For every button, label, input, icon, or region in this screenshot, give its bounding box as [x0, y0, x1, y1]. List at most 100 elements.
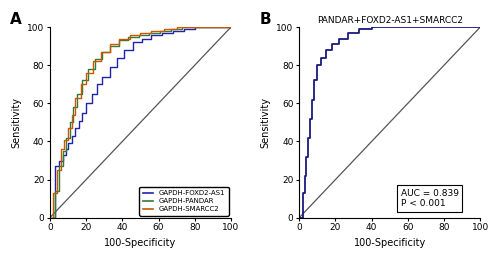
GAPDH-SMARCC2: [98, 50, 103, 53]
GAPDH-SMARCC2: [126, 33, 132, 36]
GAPDH-SMARCC2: [161, 27, 167, 31]
GAPDH-SMARCC2: [83, 83, 89, 86]
GAPDH-SMARCC2: [83, 71, 89, 74]
GAPDH-PANDAR: [124, 35, 130, 38]
GAPDH-PANDAR: [190, 26, 196, 29]
GAPDH-PANDAR: [47, 216, 53, 219]
GAPDH-SMARCC2: [78, 83, 84, 86]
X-axis label: 100-Specificity: 100-Specificity: [104, 238, 176, 248]
GAPDH-PANDAR: [74, 106, 80, 109]
GAPDH-FOXD2-AS1: [47, 216, 53, 219]
GAPDH-SMARCC2: [58, 169, 64, 172]
GAPDH-FOXD2-AS1: [83, 102, 89, 105]
GAPDH-PANDAR: [56, 190, 62, 193]
GAPDH-SMARCC2: [78, 96, 84, 99]
GAPDH-PANDAR: [146, 31, 152, 34]
GAPDH-PANDAR: [70, 106, 76, 109]
GAPDH-SMARCC2: [47, 216, 53, 219]
GAPDH-PANDAR: [74, 92, 80, 95]
GAPDH-PANDAR: [100, 58, 105, 61]
GAPDH-FOXD2-AS1: [121, 48, 127, 52]
GAPDH-FOXD2-AS1: [139, 37, 145, 40]
GAPDH-SMARCC2: [54, 191, 60, 195]
GAPDH-PANDAR: [67, 136, 73, 139]
GAPDH-SMARCC2: [68, 113, 74, 116]
GAPDH-SMARCC2: [90, 71, 96, 74]
GAPDH-SMARCC2: [186, 26, 192, 29]
GAPDH-SMARCC2: [222, 26, 228, 29]
GAPDH-SMARCC2: [106, 50, 112, 53]
GAPDH-PANDAR: [201, 26, 207, 29]
X-axis label: 100-Specificity: 100-Specificity: [354, 238, 426, 248]
GAPDH-PANDAR: [168, 27, 174, 31]
GAPDH-PANDAR: [67, 121, 73, 124]
GAPDH-PANDAR: [158, 31, 164, 34]
GAPDH-PANDAR: [106, 50, 112, 53]
GAPDH-SMARCC2: [174, 26, 180, 29]
GAPDH-SMARCC2: [90, 60, 96, 63]
Title: PANDAR+FOXD2-AS1+SMARCC2: PANDAR+FOXD2-AS1+SMARCC2: [316, 16, 462, 25]
GAPDH-SMARCC2: [161, 29, 167, 32]
Y-axis label: Sensitivity: Sensitivity: [12, 97, 22, 148]
GAPDH-PANDAR: [92, 67, 98, 70]
GAPDH-PANDAR: [228, 26, 234, 29]
Line: GAPDH-SMARCC2: GAPDH-SMARCC2: [50, 27, 231, 218]
GAPDH-SMARCC2: [98, 60, 103, 63]
Line: GAPDH-FOXD2-AS1: GAPDH-FOXD2-AS1: [50, 27, 231, 218]
GAPDH-SMARCC2: [199, 26, 205, 29]
Y-axis label: Sensitivity: Sensitivity: [261, 97, 271, 148]
GAPDH-FOXD2-AS1: [65, 148, 71, 151]
GAPDH-SMARCC2: [148, 31, 154, 34]
GAPDH-PANDAR: [60, 165, 66, 168]
Text: A: A: [10, 12, 22, 27]
GAPDH-PANDAR: [116, 45, 121, 48]
GAPDH-PANDAR: [80, 92, 86, 95]
GAPDH-PANDAR: [56, 165, 62, 168]
GAPDH-SMARCC2: [65, 127, 71, 130]
GAPDH-PANDAR: [136, 33, 141, 36]
Text: B: B: [260, 12, 271, 27]
GAPDH-PANDAR: [60, 149, 66, 153]
GAPDH-SMARCC2: [65, 138, 71, 141]
GAPDH-SMARCC2: [148, 29, 154, 32]
GAPDH-SMARCC2: [138, 33, 143, 36]
GAPDH-SMARCC2: [212, 26, 218, 29]
GAPDH-PANDAR: [70, 121, 76, 124]
GAPDH-PANDAR: [85, 79, 91, 82]
GAPDH-PANDAR: [85, 67, 91, 70]
GAPDH-SMARCC2: [106, 43, 112, 46]
GAPDH-SMARCC2: [212, 26, 218, 29]
GAPDH-SMARCC2: [50, 191, 56, 195]
GAPDH-PANDAR: [212, 26, 218, 29]
GAPDH-PANDAR: [201, 26, 207, 29]
GAPDH-PANDAR: [63, 136, 69, 139]
GAPDH-SMARCC2: [126, 37, 132, 40]
GAPDH-SMARCC2: [116, 43, 121, 46]
GAPDH-PANDAR: [179, 26, 185, 29]
GAPDH-SMARCC2: [228, 26, 234, 29]
GAPDH-PANDAR: [222, 26, 228, 29]
GAPDH-SMARCC2: [116, 37, 121, 40]
GAPDH-FOXD2-AS1: [114, 66, 120, 69]
GAPDH-PANDAR: [124, 39, 130, 42]
GAPDH-SMARCC2: [50, 216, 56, 219]
GAPDH-SMARCC2: [62, 138, 68, 141]
GAPDH-PANDAR: [52, 216, 59, 219]
GAPDH-PANDAR: [179, 27, 185, 31]
GAPDH-FOXD2-AS1: [192, 26, 198, 29]
GAPDH-PANDAR: [136, 35, 141, 38]
GAPDH-SMARCC2: [72, 113, 78, 116]
GAPDH-SMARCC2: [54, 169, 60, 172]
GAPDH-PANDAR: [190, 26, 196, 29]
GAPDH-SMARCC2: [62, 148, 68, 151]
GAPDH-PANDAR: [100, 50, 105, 53]
GAPDH-SMARCC2: [72, 96, 78, 99]
GAPDH-SMARCC2: [138, 31, 143, 34]
GAPDH-FOXD2-AS1: [228, 26, 234, 29]
GAPDH-PANDAR: [63, 149, 69, 153]
GAPDH-PANDAR: [80, 79, 86, 82]
GAPDH-PANDAR: [222, 26, 228, 29]
Legend: GAPDH-FOXD2-AS1, GAPDH-PANDAR, GAPDH-SMARCC2: GAPDH-FOXD2-AS1, GAPDH-PANDAR, GAPDH-SMA…: [140, 186, 229, 216]
GAPDH-PANDAR: [212, 26, 218, 29]
GAPDH-SMARCC2: [68, 127, 74, 130]
